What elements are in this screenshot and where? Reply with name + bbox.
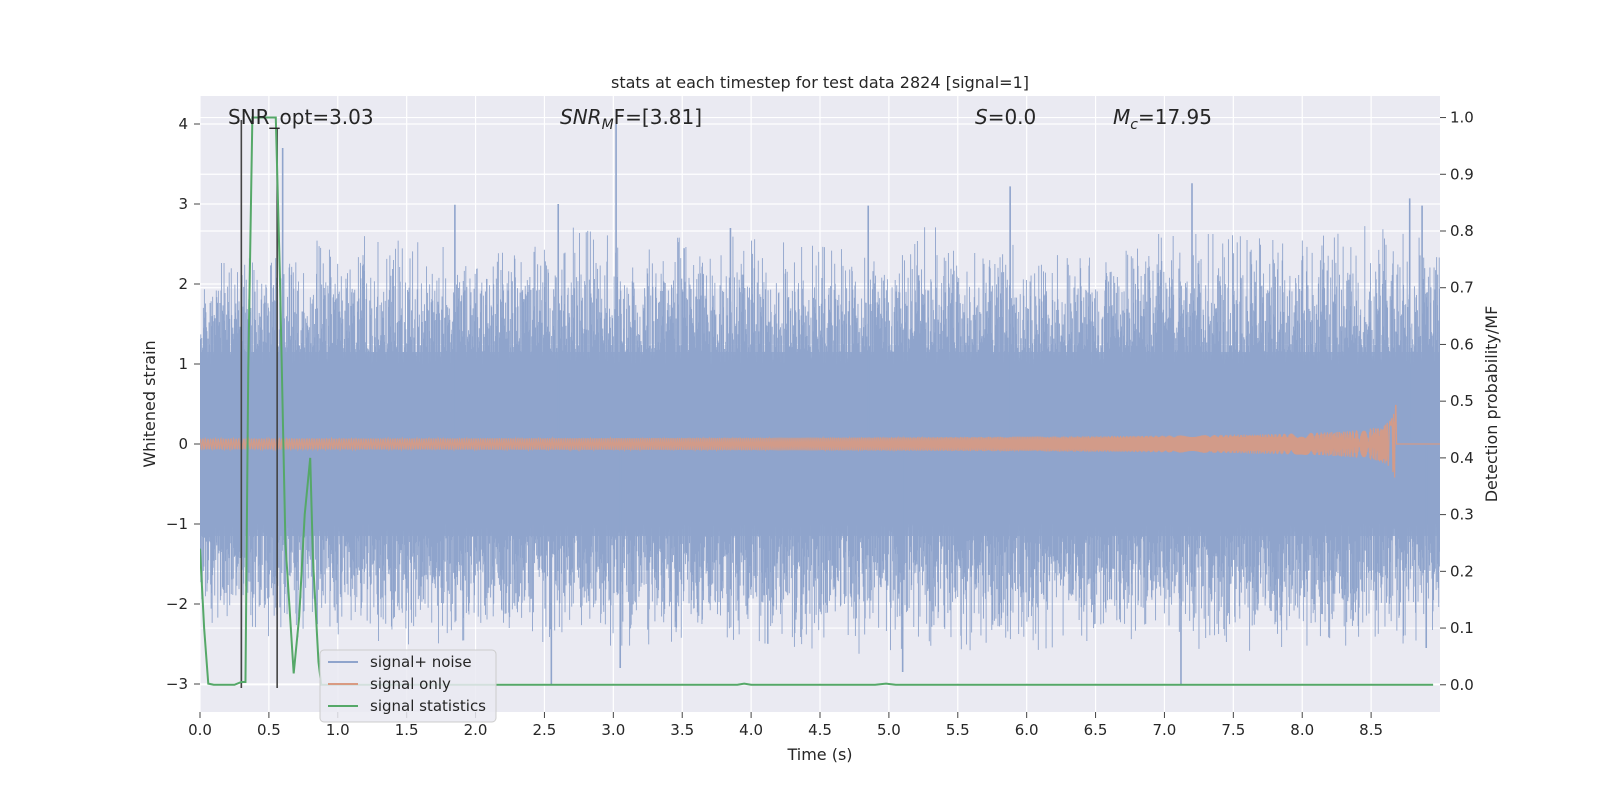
x-axis-ticks: 0.0 0.5 1.0 1.5 2.0 2.5 3.0 3.5 4.0 4.5 5.0 5.5 6.0 6… (188, 712, 1383, 739)
legend: signal+ noise signal only signal statist… (319, 649, 497, 723)
x-tick-label: 8.0 (1290, 721, 1314, 739)
y-left-tick-label: 4 (178, 115, 188, 133)
x-tick-label: 4.5 (808, 721, 832, 739)
x-tick-label: 2.5 (533, 721, 557, 739)
series-signal-only (200, 404, 1440, 478)
y-right-tick-label: 0.0 (1450, 676, 1474, 694)
x-tick-label: 3.0 (601, 721, 625, 739)
y-axis-left-ticks: −3 −2 −1 0 1 2 3 4 (166, 115, 200, 693)
y-right-tick-label: 0.6 (1450, 335, 1474, 353)
y-left-tick-label: 2 (178, 275, 188, 293)
x-axis-label: Time (s) (786, 745, 852, 764)
plot-content (200, 116, 1440, 688)
y-right-tick-label: 0.2 (1450, 562, 1474, 580)
legend-label-signal-statistics: signal statistics (370, 697, 486, 715)
y-left-tick-label: −1 (166, 515, 188, 533)
annotation-mc: Mc=17.95 (1113, 105, 1212, 133)
x-tick-label: 2.0 (464, 721, 488, 739)
x-tick-label: 3.5 (670, 721, 694, 739)
legend-label-signal-noise: signal+ noise (370, 653, 472, 671)
x-tick-label: 6.5 (1084, 721, 1108, 739)
y-left-tick-label: 0 (178, 435, 188, 453)
signal-only-line (200, 404, 1440, 478)
y-right-tick-label: 0.9 (1450, 165, 1474, 183)
x-tick-label: 0.0 (188, 721, 212, 739)
annotation-snr-opt: SNR_opt=3.03 (228, 105, 374, 129)
legend-label-signal-only: signal only (370, 675, 451, 693)
x-tick-label: 1.5 (395, 721, 419, 739)
y-axis-right-ticks: 0.0 0.1 0.2 0.3 0.4 0.5 0.6 0.7 0.8 0.9 1.0 (1440, 109, 1474, 694)
x-tick-label: 4.0 (739, 721, 763, 739)
x-tick-label: 8.5 (1359, 721, 1383, 739)
y-right-tick-label: 0.7 (1450, 279, 1474, 297)
x-tick-label: 0.5 (257, 721, 281, 739)
x-tick-label: 5.5 (946, 721, 970, 739)
y-left-tick-label: −2 (166, 595, 188, 613)
y-right-tick-label: 0.1 (1450, 619, 1474, 637)
y-left-tick-label: −3 (166, 675, 188, 693)
x-tick-label: 7.0 (1153, 721, 1177, 739)
x-tick-label: 1.0 (326, 721, 350, 739)
annotation-s: S=0.0 (975, 105, 1036, 129)
y-axis-right-label: Detection probability/MF (1482, 306, 1501, 503)
x-tick-label: 5.0 (877, 721, 901, 739)
y-right-tick-label: 0.5 (1450, 392, 1474, 410)
y-right-tick-label: 0.4 (1450, 449, 1474, 467)
legend-box (319, 649, 497, 723)
y-right-tick-label: 0.3 (1450, 506, 1474, 524)
y-left-tick-label: 1 (178, 355, 188, 373)
chart-title: stats at each timestep for test data 282… (611, 73, 1029, 92)
annotation-snr-mf: SNRMF=[3.81] (560, 105, 702, 133)
y-right-tick-label: 1.0 (1450, 109, 1474, 127)
vertical-markers (240, 120, 278, 688)
y-axis-left-label: Whitened strain (140, 340, 159, 467)
x-tick-label: 7.5 (1221, 721, 1245, 739)
x-tick-label: 6.0 (1015, 721, 1039, 739)
y-left-tick-label: 3 (178, 195, 188, 213)
y-right-tick-label: 0.8 (1450, 222, 1474, 240)
